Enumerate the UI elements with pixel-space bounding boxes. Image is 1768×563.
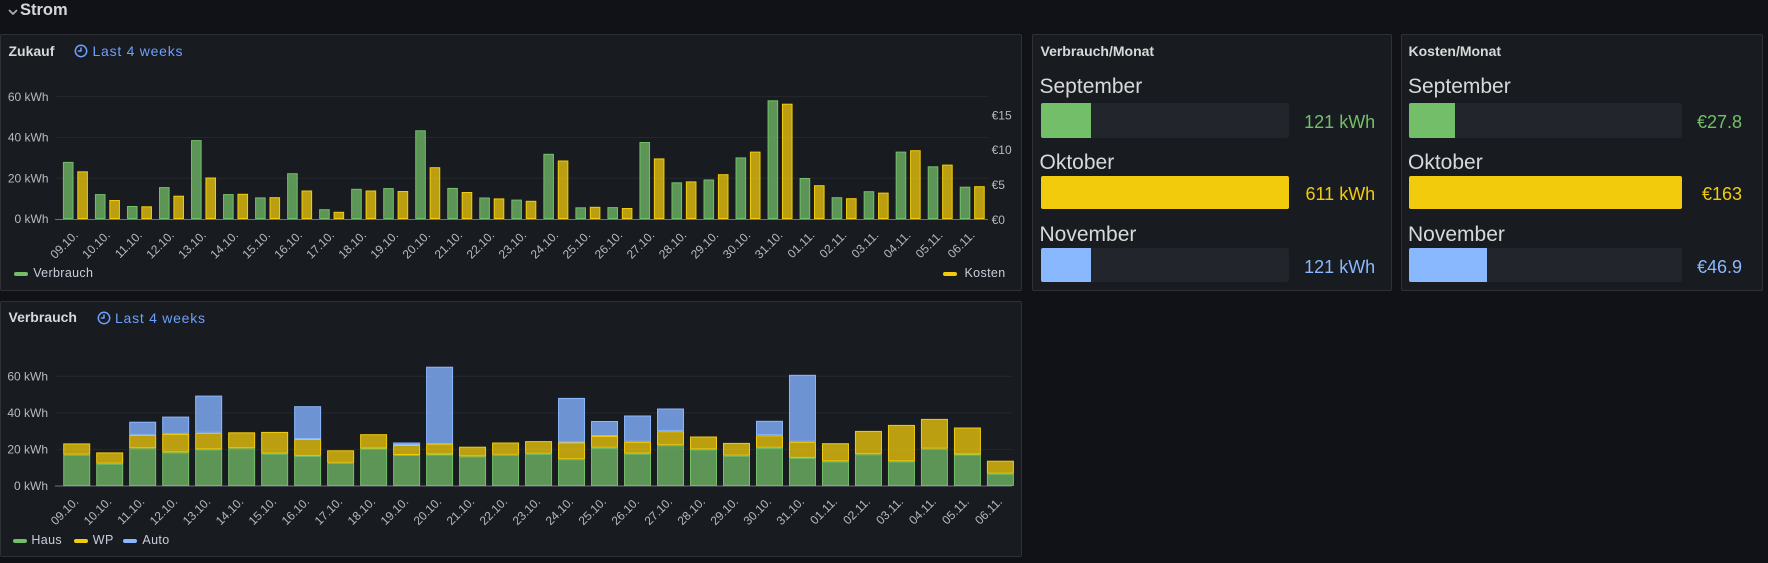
svg-text:30.10.: 30.10. bbox=[741, 494, 774, 527]
svg-text:20 kWh: 20 kWh bbox=[7, 442, 48, 456]
svg-text:16.10.: 16.10. bbox=[272, 228, 305, 261]
svg-text:02.11.: 02.11. bbox=[817, 228, 850, 261]
svg-text:24.10.: 24.10. bbox=[543, 494, 576, 527]
svg-text:17.10.: 17.10. bbox=[312, 494, 345, 527]
svg-text:0 kWh: 0 kWh bbox=[14, 479, 48, 493]
svg-text:60 kWh: 60 kWh bbox=[8, 90, 49, 104]
svg-text:02.11.: 02.11. bbox=[840, 494, 873, 527]
svg-text:15.10.: 15.10. bbox=[240, 228, 273, 261]
svg-text:15.10.: 15.10. bbox=[246, 494, 279, 527]
svg-text:13.10.: 13.10. bbox=[180, 494, 213, 527]
svg-text:22.10.: 22.10. bbox=[464, 228, 497, 261]
svg-text:19.10.: 19.10. bbox=[378, 494, 411, 527]
svg-text:26.10.: 26.10. bbox=[609, 494, 642, 527]
svg-text:27.10.: 27.10. bbox=[642, 494, 675, 527]
svg-text:09.10.: 09.10. bbox=[47, 228, 80, 261]
svg-text:10.10.: 10.10. bbox=[79, 228, 112, 261]
svg-text:29.10.: 29.10. bbox=[708, 494, 741, 527]
svg-text:28.10.: 28.10. bbox=[675, 494, 708, 527]
svg-text:14.10.: 14.10. bbox=[208, 228, 241, 261]
svg-text:31.10.: 31.10. bbox=[774, 494, 807, 527]
svg-text:0 kWh: 0 kWh bbox=[14, 212, 48, 226]
svg-text:03.11.: 03.11. bbox=[849, 228, 882, 261]
svg-text:22.10.: 22.10. bbox=[477, 494, 510, 527]
svg-text:09.10.: 09.10. bbox=[48, 494, 81, 527]
svg-text:18.10.: 18.10. bbox=[336, 228, 369, 261]
svg-text:04.11.: 04.11. bbox=[881, 228, 914, 261]
svg-text:30.10.: 30.10. bbox=[720, 228, 753, 261]
svg-text:27.10.: 27.10. bbox=[624, 228, 657, 261]
svg-text:01.11.: 01.11. bbox=[785, 228, 818, 261]
svg-text:€15: €15 bbox=[992, 108, 1012, 122]
svg-text:01.11.: 01.11. bbox=[807, 494, 840, 527]
svg-text:25.10.: 25.10. bbox=[560, 228, 593, 261]
svg-text:25.10.: 25.10. bbox=[576, 494, 609, 527]
svg-text:60 kWh: 60 kWh bbox=[7, 369, 48, 383]
svg-text:11.10.: 11.10. bbox=[112, 228, 145, 261]
svg-text:05.11.: 05.11. bbox=[913, 228, 946, 261]
svg-text:21.10.: 21.10. bbox=[432, 228, 465, 261]
svg-text:24.10.: 24.10. bbox=[528, 228, 561, 261]
svg-text:26.10.: 26.10. bbox=[592, 228, 625, 261]
svg-text:23.10.: 23.10. bbox=[496, 228, 529, 261]
svg-text:14.10.: 14.10. bbox=[213, 494, 246, 527]
svg-text:€5: €5 bbox=[992, 178, 1006, 192]
svg-text:12.10.: 12.10. bbox=[143, 228, 176, 261]
svg-text:20.10.: 20.10. bbox=[400, 228, 433, 261]
svg-text:20 kWh: 20 kWh bbox=[8, 172, 49, 186]
svg-text:05.11.: 05.11. bbox=[939, 494, 972, 527]
svg-text:31.10.: 31.10. bbox=[752, 228, 785, 261]
svg-text:04.11.: 04.11. bbox=[906, 494, 939, 527]
svg-text:11.10.: 11.10. bbox=[114, 494, 147, 527]
svg-text:18.10.: 18.10. bbox=[345, 494, 378, 527]
svg-text:16.10.: 16.10. bbox=[279, 494, 312, 527]
svg-text:23.10.: 23.10. bbox=[510, 494, 543, 527]
svg-text:40 kWh: 40 kWh bbox=[7, 406, 48, 420]
svg-text:06.11.: 06.11. bbox=[972, 494, 1005, 527]
svg-text:29.10.: 29.10. bbox=[688, 228, 721, 261]
svg-text:40 kWh: 40 kWh bbox=[8, 131, 49, 145]
svg-text:20.10.: 20.10. bbox=[411, 494, 444, 527]
svg-text:03.11.: 03.11. bbox=[873, 494, 906, 527]
svg-text:19.10.: 19.10. bbox=[368, 228, 401, 261]
svg-text:10.10.: 10.10. bbox=[81, 494, 114, 527]
svg-text:13.10.: 13.10. bbox=[175, 228, 208, 261]
svg-text:€10: €10 bbox=[992, 143, 1012, 157]
svg-text:€0: €0 bbox=[992, 213, 1006, 227]
svg-text:21.10.: 21.10. bbox=[444, 494, 477, 527]
svg-text:28.10.: 28.10. bbox=[656, 228, 689, 261]
svg-text:17.10.: 17.10. bbox=[304, 228, 337, 261]
svg-text:12.10.: 12.10. bbox=[147, 494, 180, 527]
svg-text:06.11.: 06.11. bbox=[945, 228, 978, 261]
